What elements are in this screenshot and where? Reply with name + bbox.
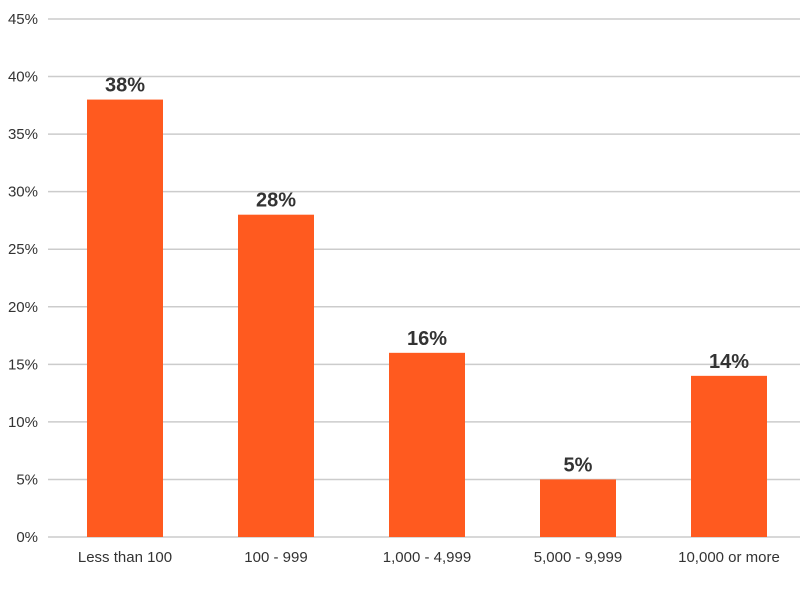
bar — [389, 352, 465, 537]
x-category-label: 5,000 - 9,999 — [534, 549, 622, 566]
y-tick-label: 15% — [8, 356, 38, 373]
grid-layer — [48, 18, 800, 538]
bar — [238, 214, 314, 537]
y-tick-label: 35% — [8, 126, 38, 143]
y-tick-label: 5% — [16, 471, 38, 488]
data-label: 38% — [105, 75, 145, 97]
y-tick-label: 40% — [8, 69, 38, 86]
bar-layer — [87, 99, 767, 538]
x-category-label: 1,000 - 4,999 — [383, 549, 471, 566]
x-category-label: 100 - 999 — [244, 549, 307, 566]
y-tick-label: 0% — [16, 529, 38, 546]
data-label: 14% — [709, 351, 749, 373]
y-tick-label: 10% — [8, 414, 38, 431]
data-label: 28% — [256, 190, 296, 212]
y-tick-label: 45% — [8, 11, 38, 28]
y-tick-label: 30% — [8, 184, 38, 201]
y-tick-label: 25% — [8, 241, 38, 258]
data-label: 16% — [407, 328, 447, 350]
bar — [87, 99, 163, 538]
bar — [691, 375, 767, 537]
y-tick-label: 20% — [8, 299, 38, 316]
bar — [540, 479, 616, 537]
data-label: 5% — [564, 454, 593, 476]
x-category-label: 10,000 or more — [678, 549, 780, 566]
x-category-label: Less than 100 — [78, 549, 172, 566]
label-layer: 0% 5% 10% 15% 20% 25% 30% 35% 40% 45% 38% Less than… — [8, 11, 780, 566]
